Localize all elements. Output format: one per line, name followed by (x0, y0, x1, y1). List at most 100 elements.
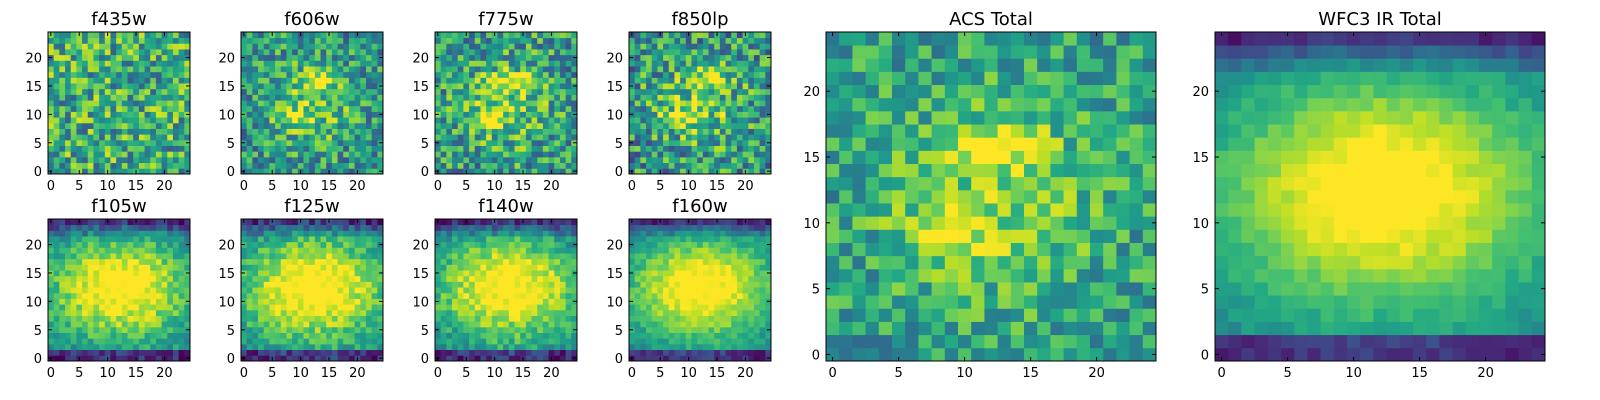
heatmap-cell (297, 71, 304, 78)
heatmap-cell (469, 253, 476, 260)
heatmap-cell (331, 219, 338, 226)
heatmap-cell (668, 77, 675, 84)
heatmap-cell (708, 321, 715, 328)
heatmap-cell (559, 309, 567, 316)
heatmap-cell (59, 100, 66, 107)
heatmap-cell (150, 253, 157, 260)
heatmap-cell (365, 128, 373, 135)
heatmap-cell (48, 117, 55, 124)
heatmap-cell (93, 54, 100, 61)
heatmap-cell (348, 230, 355, 237)
heatmap-cell (331, 94, 338, 101)
heatmap-cell (161, 304, 168, 311)
heatmap-cell (480, 105, 487, 112)
heatmap-cell (714, 332, 721, 339)
heatmap-cell (714, 326, 721, 333)
heatmap-cell (365, 236, 373, 243)
heatmap-cell (508, 326, 515, 333)
heatmap-cell (99, 247, 106, 254)
heatmap-cell (452, 66, 459, 73)
heatmap-cell (463, 349, 470, 356)
heatmap-cell (463, 224, 470, 231)
heatmap-cell (314, 343, 321, 351)
heatmap-cell (246, 60, 253, 67)
heatmap-cell (127, 230, 134, 237)
heatmap-cell (354, 43, 361, 50)
heatmap-cell (697, 105, 704, 112)
heatmap-cell (571, 162, 578, 169)
heatmap-cell (691, 355, 698, 362)
heatmap-cell (520, 151, 527, 158)
heatmap-cell (280, 349, 287, 356)
heatmap-cell (640, 315, 647, 322)
heatmap-cell (731, 321, 738, 328)
heatmap-cell (144, 71, 151, 78)
heatmap-cell (469, 298, 476, 305)
heatmap-cell (76, 224, 83, 231)
heatmap-cell (155, 54, 162, 61)
heatmap-cell (480, 156, 487, 164)
heatmap-cell (371, 94, 378, 101)
heatmap-cell (354, 321, 361, 328)
heatmap-cell (753, 287, 761, 294)
heatmap-cell (708, 156, 715, 164)
heatmap-cell (53, 145, 60, 152)
heatmap-cell (440, 321, 447, 328)
heatmap-cell (486, 264, 493, 271)
heatmap-cell (691, 275, 698, 282)
heatmap-cell (668, 156, 675, 164)
heatmap-cell (646, 83, 653, 90)
heatmap-cell (520, 134, 527, 141)
heatmap-cell (167, 151, 174, 158)
heatmap-cell (309, 111, 316, 118)
heatmap-cell (343, 338, 350, 345)
heatmap-cell (286, 105, 293, 112)
heatmap-cell (731, 139, 738, 146)
heatmap-cell (331, 258, 338, 265)
heatmap-cell (110, 270, 117, 277)
heatmap-cell (127, 43, 134, 50)
heatmap-cell (663, 326, 670, 333)
heatmap-cell (150, 139, 157, 146)
heatmap-cell (269, 88, 276, 95)
heatmap-cell (87, 117, 94, 124)
heatmap-cell (525, 162, 532, 169)
heatmap-cell (82, 134, 89, 141)
heatmap-cell (53, 287, 60, 294)
heatmap-cell (354, 258, 361, 265)
heatmap-cell (150, 304, 157, 311)
heatmap-cell (286, 162, 293, 169)
heatmap-cell (663, 275, 670, 282)
heatmap-cell (121, 332, 128, 339)
heatmap-cell (116, 117, 123, 124)
heatmap-cell (629, 94, 636, 101)
heatmap-cell (559, 100, 567, 107)
x-tick-label: 10 (99, 366, 116, 381)
heatmap-cell (571, 88, 578, 95)
heatmap-cell (742, 287, 749, 294)
heatmap-cell (348, 332, 355, 339)
heatmap-cell (53, 32, 60, 39)
heatmap-cell (275, 332, 282, 339)
heatmap-cell (697, 151, 704, 158)
heatmap-cell (663, 43, 670, 50)
heatmap-cell (48, 292, 55, 299)
heatmap-cell (246, 258, 253, 265)
heatmap-cell (150, 134, 157, 141)
heatmap-cell (480, 247, 487, 254)
heatmap-cell (365, 309, 373, 316)
heatmap-cell (731, 105, 738, 112)
heatmap-cell (365, 162, 373, 169)
heatmap-cell (155, 83, 162, 90)
heatmap-cell (258, 219, 265, 226)
heatmap-cell (452, 292, 459, 299)
x-tick-label: 10 (680, 179, 697, 194)
heatmap-cell (144, 77, 151, 84)
heatmap-cell (736, 100, 743, 107)
heatmap-cell (452, 128, 459, 135)
heatmap-cell (53, 321, 60, 328)
heatmap-cell (497, 287, 504, 294)
heatmap-cell (559, 253, 567, 260)
heatmap-cell (326, 139, 333, 146)
heatmap-cell (554, 145, 561, 152)
